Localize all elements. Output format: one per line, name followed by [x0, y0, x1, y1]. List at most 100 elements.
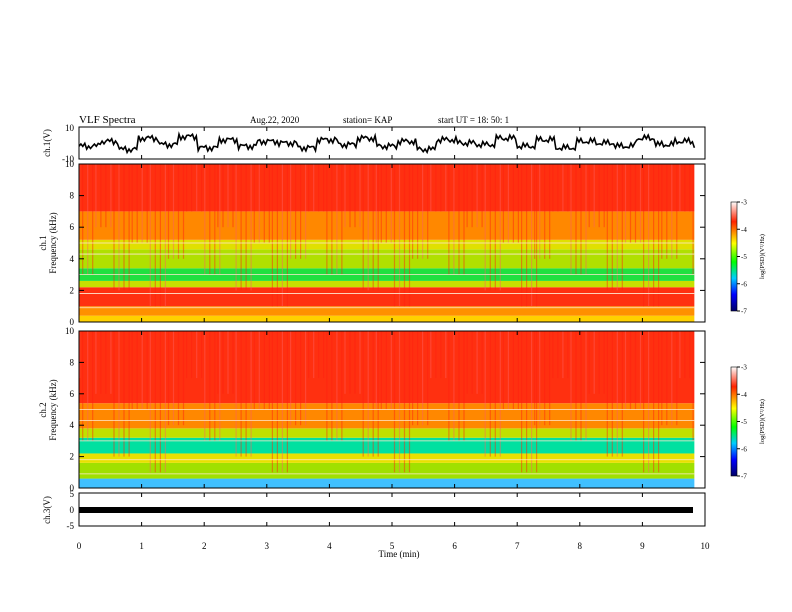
ytick-label: 6: [70, 389, 75, 399]
spectrogram-streak: [258, 331, 260, 410]
spectrogram-streak: [159, 164, 161, 307]
spectrogram-streak: [453, 164, 455, 275]
spectrogram-streak: [422, 331, 424, 426]
spectrogram-streak: [128, 164, 130, 291]
spectrogram-streak: [276, 164, 278, 307]
spectrogram-streak: [253, 331, 255, 410]
spectrogram-streak: [172, 164, 175, 259]
spectrogram-streak: [245, 331, 247, 457]
spectrogram-streak: [349, 164, 351, 228]
spectrogram-streak: [593, 164, 595, 228]
spectrogram-streak: [196, 331, 198, 379]
spectrogram-streak: [268, 331, 270, 410]
spectrogram-streak: [531, 331, 533, 473]
spectrogram-streak: [481, 164, 483, 228]
spectrogram-streak: [146, 331, 148, 410]
spectrogram-streak: [517, 164, 519, 243]
ytick-label: 4: [70, 420, 75, 430]
xtick-label: 7: [515, 541, 520, 551]
spectrogram-streak: [476, 164, 478, 228]
spectrogram-streak: [154, 331, 156, 473]
spectrogram-streak: [430, 164, 432, 212]
spectrogram-streak: [598, 164, 600, 228]
spectrogram-streak: [557, 331, 559, 379]
spectrogram-streak: [412, 331, 414, 426]
spectrogram-streak: [435, 331, 437, 379]
spectrogram-streak: [598, 331, 600, 394]
spectrogram-band: [79, 478, 695, 488]
spectrogram-streak: [567, 331, 569, 379]
spectrogram-streak: [471, 331, 473, 394]
spectrogram-streak: [549, 331, 551, 426]
spectrogram-streak: [390, 164, 392, 243]
spectrogram-streak: [232, 164, 234, 228]
spectrogram-streak: [403, 164, 406, 307]
colorbar-tick-label: -7: [741, 308, 747, 316]
spectrogram-streak: [235, 164, 237, 291]
ytick-label: 2: [70, 452, 75, 462]
ch2-colorbar: -3 -4 -5 -6 -7 log(PSD)(V²/Hz): [730, 364, 766, 481]
spectrogram-streak: [375, 164, 377, 243]
spectrogram-streak: [502, 331, 504, 410]
spectrogram-streak: [136, 164, 138, 243]
spectrogram-streak: [552, 164, 554, 212]
spectrogram-streak: [245, 164, 247, 291]
ytick-label: 6: [70, 222, 75, 232]
ch3-ytick-bottom: -5: [67, 521, 75, 531]
ytick-label: 10: [65, 159, 75, 169]
colorbar-tick-label: -6: [741, 445, 747, 453]
time-axis-label: Time (min): [379, 549, 420, 559]
spectrogram-streak: [676, 331, 678, 426]
spectrogram-streak: [684, 164, 686, 212]
spectrogram-streak: [182, 331, 185, 426]
spectrogram-streak: [692, 331, 694, 441]
spectrogram-streak: [606, 164, 608, 291]
spectrogram-streak: [448, 331, 450, 441]
spectrogram-streak: [621, 331, 623, 457]
ch2-spectrogram-ylabel-channel: ch.2: [38, 402, 48, 417]
spectrogram-streak: [204, 164, 206, 275]
spectrogram-streak: [430, 331, 432, 379]
ch3-waveform-panel: 5 0 -5 ch.3(V): [42, 489, 706, 531]
spectrogram-streak: [375, 331, 377, 410]
spectrogram-streak: [494, 331, 496, 457]
spectrogram-streak: [658, 164, 660, 307]
spectrogram-band: [79, 437, 695, 454]
spectrogram-streak: [167, 164, 170, 259]
spectrogram-streak: [570, 331, 572, 441]
spectrogram-streak: [398, 331, 401, 473]
spectrogram-streak: [435, 164, 437, 212]
spectrogram-streak: [290, 164, 292, 259]
spectrogram-streak: [167, 331, 170, 426]
spectrogram-streak: [422, 164, 424, 259]
spectrogram-streak: [679, 331, 681, 379]
spectrogram-streak: [217, 331, 219, 394]
spectrogram-streak: [549, 164, 551, 259]
spectrogram-streak: [544, 164, 546, 259]
spectrogram-streak: [214, 164, 216, 275]
ch2-spectrogram-heatmap: [79, 331, 695, 488]
spectrogram-streak: [331, 331, 333, 441]
xtick-label: 0: [77, 541, 82, 551]
spectrogram-streak: [689, 164, 691, 212]
spectrogram-streak: [689, 331, 691, 379]
spectrogram-streak: [666, 164, 668, 259]
spectrogram-streak: [471, 164, 473, 228]
spectrogram-streak: [217, 164, 219, 228]
spectrogram-streak: [380, 164, 382, 243]
spectrogram-streak: [92, 164, 94, 275]
spectrogram-streak: [336, 331, 338, 441]
ch3-ytick-mid: 0: [70, 505, 75, 515]
spectrogram-streak: [671, 164, 673, 259]
spectrogram-streak: [354, 164, 356, 228]
ch1-waveform-line: [78, 131, 696, 155]
xtick-label: 9: [640, 541, 645, 551]
xtick-label: 10: [701, 541, 711, 551]
spectrogram-streak: [79, 164, 81, 212]
spectrogram-streak: [131, 331, 133, 410]
spectrogram-streak: [113, 331, 115, 457]
spectrogram-streak: [666, 331, 668, 426]
spectrogram-streak: [263, 331, 265, 410]
spectrogram-streak: [692, 164, 694, 275]
